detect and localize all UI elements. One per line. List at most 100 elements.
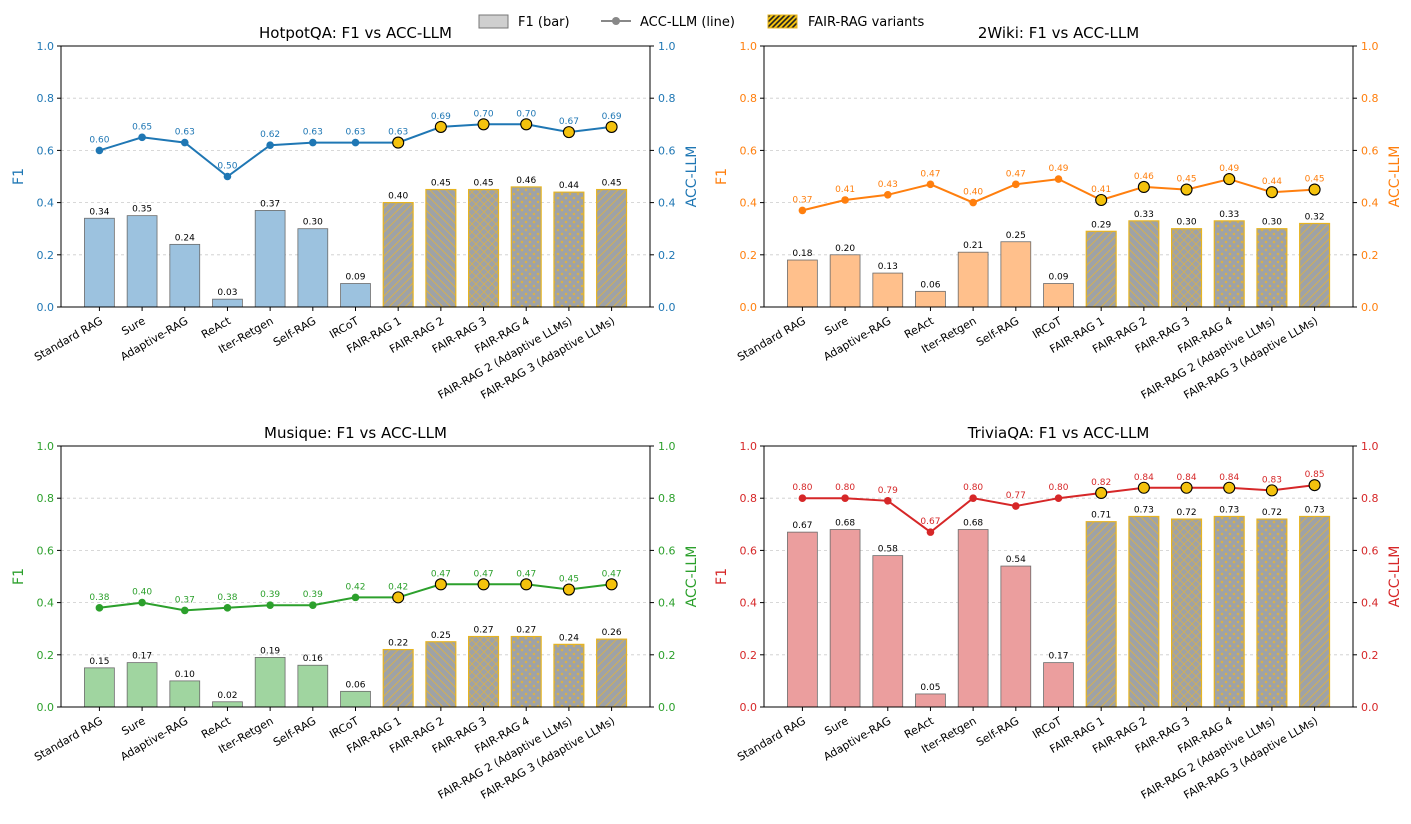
y-axis-label-right: ACC-LLM xyxy=(684,146,700,208)
fair-acc-marker xyxy=(1137,180,1150,193)
acc-value-label: 0.70 xyxy=(474,109,494,119)
acc-value-label: 0.37 xyxy=(792,195,812,205)
fair-acc-marker xyxy=(434,578,447,591)
acc-value-label: 0.38 xyxy=(89,593,109,603)
y-tick-label-left: 0.0 xyxy=(740,301,758,314)
acc-llm-point xyxy=(351,593,360,602)
acc-llm-point xyxy=(138,133,146,142)
y-tick-label-left: 0.2 xyxy=(740,249,758,262)
x-tick-label: Standard RAG xyxy=(32,314,105,364)
x-tick-label: Standard RAG xyxy=(735,314,808,364)
f1-value-label: 0.22 xyxy=(388,639,408,649)
acc-llm-point xyxy=(1012,180,1020,189)
acc-value-label: 0.63 xyxy=(175,128,195,138)
f1-value-label: 0.44 xyxy=(559,181,579,191)
fair-bar xyxy=(510,635,542,708)
acc-value-label: 0.47 xyxy=(474,569,494,579)
y-tick-label-right: 0.8 xyxy=(1361,92,1379,105)
x-tick-label: Sure xyxy=(822,314,850,338)
f1-value-label: 0.19 xyxy=(260,646,280,656)
y-tick-label-left: 0.6 xyxy=(37,544,55,557)
panel-musique: 0.15 0.17 0.10 0.02 0.19 0.16 0.06 0.22 0.25 0.27… xyxy=(11,424,700,802)
acc-value-label: 0.77 xyxy=(1006,491,1026,501)
f1-bar xyxy=(212,701,243,708)
acc-llm-point xyxy=(309,601,317,610)
legend-line-marker xyxy=(612,17,620,25)
f1-bar xyxy=(829,254,861,308)
x-tick-label: Standard RAG xyxy=(32,714,105,764)
acc-llm-point xyxy=(309,138,317,147)
x-tick-label: Sure xyxy=(822,714,850,738)
acc-value-label: 0.41 xyxy=(835,185,855,195)
y-tick-label-left: 0.8 xyxy=(37,92,55,105)
f1-value-label: 0.72 xyxy=(1177,508,1197,518)
acc-llm-point xyxy=(969,494,977,503)
f1-bar xyxy=(126,215,158,308)
acc-value-label: 0.37 xyxy=(175,595,195,605)
f1-value-label: 0.72 xyxy=(1262,508,1282,518)
chart-title: Musique: F1 vs ACC-LLM xyxy=(264,424,447,442)
legend: F1 (bar) ACC-LLM (line) FAIR-RAG variant… xyxy=(478,14,925,30)
fair-bar xyxy=(553,191,585,308)
panel-triviaqa: 0.67 0.68 0.58 0.05 0.68 0.54 0.17 0.71 0.73 0.72… xyxy=(714,424,1403,802)
f1-bar xyxy=(169,680,201,708)
y-tick-label-left: 0.0 xyxy=(740,701,758,714)
fair-bar xyxy=(1213,220,1245,308)
legend-bar-swatch xyxy=(478,14,509,29)
f1-value-label: 0.35 xyxy=(132,205,152,215)
y-tick-label-right: 0.0 xyxy=(1361,701,1379,714)
y-tick-label-right: 0.4 xyxy=(658,197,676,210)
fair-bar xyxy=(596,188,628,308)
fair-acc-marker xyxy=(1265,186,1278,199)
f1-value-label: 0.33 xyxy=(1219,210,1239,220)
chart-title: 2Wiki: F1 vs ACC-LLM xyxy=(978,24,1139,42)
f1-value-label: 0.05 xyxy=(920,683,940,693)
fair-acc-marker xyxy=(392,591,405,604)
panel-hotpotqa: 0.34 0.35 0.24 0.03 0.37 0.30 0.09 0.40 0.45 0.45… xyxy=(11,24,700,402)
f1-bar xyxy=(340,690,371,708)
fair-acc-marker xyxy=(1095,486,1108,500)
fair-bar xyxy=(382,202,414,308)
acc-value-label: 0.41 xyxy=(1091,185,1111,195)
y-tick-label-left: 0.4 xyxy=(740,597,758,610)
f1-value-label: 0.46 xyxy=(516,176,536,186)
acc-value-label: 0.47 xyxy=(516,569,536,579)
y-axis-label-right: ACC-LLM xyxy=(1387,146,1403,208)
fair-acc-marker xyxy=(1137,481,1150,494)
f1-bar xyxy=(254,210,286,308)
acc-value-label: 0.42 xyxy=(345,582,365,592)
fair-bar xyxy=(1128,220,1160,308)
fair-acc-marker xyxy=(605,120,618,133)
fair-bar xyxy=(1256,228,1288,308)
fair-acc-marker xyxy=(1180,183,1193,196)
f1-value-label: 0.73 xyxy=(1305,505,1325,515)
panel-2wiki: 0.18 0.20 0.13 0.06 0.21 0.25 0.09 0.29 0.33 0.30… xyxy=(714,24,1403,402)
y-tick-label-left: 0.4 xyxy=(37,197,55,210)
f1-value-label: 0.13 xyxy=(878,262,898,272)
f1-value-label: 0.45 xyxy=(602,179,622,189)
x-tick-label: Self-RAG xyxy=(974,714,1021,749)
f1-value-label: 0.45 xyxy=(431,179,451,189)
acc-value-label: 0.40 xyxy=(132,588,152,598)
y-tick-label-right: 0.2 xyxy=(658,249,676,262)
fair-acc-marker xyxy=(477,118,490,131)
acc-value-label: 0.39 xyxy=(303,590,323,600)
acc-llm-point xyxy=(1012,502,1020,510)
fair-bar xyxy=(382,648,414,708)
f1-bar xyxy=(915,693,946,708)
fair-acc-marker xyxy=(1223,481,1236,494)
y-tick-label-right: 0.2 xyxy=(658,649,676,662)
acc-value-label: 0.80 xyxy=(963,483,983,493)
f1-value-label: 0.67 xyxy=(792,521,812,531)
acc-value-label: 0.69 xyxy=(602,112,622,122)
y-tick-label-left: 0.0 xyxy=(37,301,55,314)
acc-value-label: 0.82 xyxy=(1091,478,1111,488)
f1-value-label: 0.09 xyxy=(345,273,365,283)
y-tick-label-right: 0.8 xyxy=(658,92,676,105)
y-tick-label-left: 1.0 xyxy=(740,40,758,53)
f1-value-label: 0.15 xyxy=(89,657,109,667)
y-tick-label-right: 0.8 xyxy=(1361,492,1379,505)
f1-value-label: 0.06 xyxy=(920,280,940,290)
acc-value-label: 0.45 xyxy=(1305,175,1325,185)
y-tick-label-left: 0.4 xyxy=(740,197,758,210)
